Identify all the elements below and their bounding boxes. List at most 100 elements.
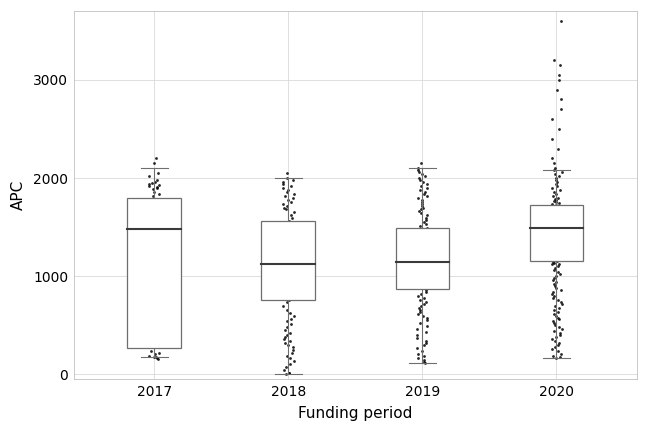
Point	[551, 175, 561, 181]
Point	[550, 248, 560, 255]
Point	[553, 194, 563, 201]
Point	[553, 216, 564, 223]
Point	[548, 160, 559, 167]
Point	[281, 332, 292, 339]
Point	[421, 289, 431, 295]
Point	[415, 296, 425, 303]
Point	[286, 215, 297, 222]
Point	[415, 262, 426, 269]
Point	[415, 235, 426, 241]
Point	[282, 318, 292, 325]
Point	[154, 181, 165, 188]
Point	[548, 209, 559, 216]
Point	[548, 239, 559, 246]
Point	[150, 254, 161, 261]
Point	[547, 234, 557, 241]
Point	[557, 228, 567, 235]
Point	[288, 223, 299, 230]
Point	[278, 302, 288, 309]
Point	[555, 330, 565, 337]
Point	[421, 329, 431, 336]
Point	[286, 315, 296, 322]
Point	[549, 328, 559, 335]
Point	[554, 205, 564, 212]
Point	[550, 198, 561, 205]
Point	[288, 194, 298, 201]
Point	[547, 116, 557, 123]
Point	[150, 299, 160, 305]
Point	[286, 198, 296, 205]
Point	[551, 354, 561, 361]
Point	[285, 330, 295, 337]
Point	[548, 229, 559, 236]
Point	[555, 235, 565, 241]
Point	[283, 196, 293, 203]
Point	[281, 324, 292, 331]
Point	[286, 349, 297, 356]
Point	[418, 178, 428, 185]
Point	[419, 342, 430, 349]
Point	[550, 265, 561, 272]
Point	[419, 219, 430, 226]
Point	[548, 238, 558, 245]
Point	[550, 343, 561, 350]
Point	[547, 210, 557, 217]
Point	[418, 240, 428, 247]
Point	[420, 173, 430, 180]
Point	[547, 184, 557, 191]
Point	[419, 253, 430, 260]
Point	[553, 173, 564, 180]
Point	[154, 296, 164, 303]
Point	[413, 247, 423, 254]
Point	[557, 326, 567, 333]
Point	[551, 225, 561, 232]
Point	[288, 259, 298, 266]
Point	[548, 222, 559, 229]
Point	[284, 369, 294, 376]
Point	[415, 308, 425, 315]
Point	[553, 215, 563, 222]
Point	[551, 201, 562, 208]
Point	[278, 181, 288, 187]
Point	[554, 316, 564, 323]
Point	[551, 196, 562, 203]
Point	[415, 279, 426, 286]
Point	[415, 186, 426, 193]
Point	[284, 218, 295, 225]
Point	[286, 265, 297, 272]
Point	[551, 249, 561, 256]
Point	[417, 171, 427, 178]
Point	[547, 135, 557, 142]
Point	[281, 363, 291, 370]
Point	[281, 268, 291, 275]
Point	[146, 292, 157, 299]
Point	[421, 181, 432, 187]
Point	[148, 185, 158, 192]
Point	[557, 224, 567, 231]
Point	[284, 286, 294, 293]
Point	[413, 231, 424, 238]
Point	[149, 283, 159, 289]
Point	[288, 209, 299, 216]
Point	[417, 200, 427, 207]
Y-axis label: APC: APC	[11, 180, 26, 210]
Point	[549, 267, 559, 274]
Point	[413, 194, 424, 201]
Point	[145, 263, 155, 270]
Point	[556, 350, 566, 357]
Point	[550, 165, 561, 172]
Point	[550, 256, 561, 263]
Point	[280, 192, 290, 199]
Point	[547, 229, 557, 235]
Point	[286, 212, 296, 219]
Point	[550, 322, 561, 329]
Point	[413, 292, 424, 299]
Point	[548, 251, 558, 258]
Point	[150, 178, 160, 185]
Point	[280, 334, 290, 340]
Point	[546, 200, 557, 207]
Point	[154, 225, 165, 232]
Point	[422, 184, 432, 191]
Point	[548, 281, 559, 288]
Point	[554, 243, 564, 250]
